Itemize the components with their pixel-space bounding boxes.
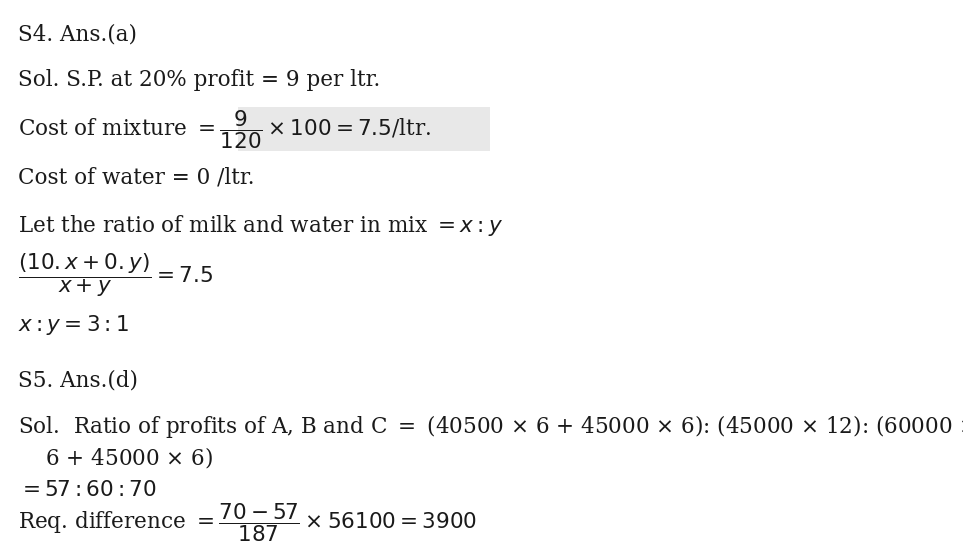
Text: Sol.  Ratio of profits of A, B and C $=$ (40500 $\times$ 6 + 45000 $\times$ 6): : Sol. Ratio of profits of A, B and C $=$ … xyxy=(18,413,963,441)
Text: $\dfrac{(10.x+0.y)}{x+y} = 7.5$: $\dfrac{(10.x+0.y)}{x+y} = 7.5$ xyxy=(18,251,213,299)
Text: Cost of mixture $=\dfrac{9}{120}\times 100 = 7.5$/ltr.: Cost of mixture $=\dfrac{9}{120}\times 1… xyxy=(18,109,431,152)
Text: S4. Ans.(a): S4. Ans.(a) xyxy=(18,24,137,46)
Text: $= 57 : 60 : 70$: $= 57 : 60 : 70$ xyxy=(18,479,157,501)
Text: Req. difference $=\dfrac{70-57}{187}\times 56100 = 3900$: Req. difference $=\dfrac{70-57}{187}\tim… xyxy=(18,502,477,544)
Text: Cost of water = 0 /ltr.: Cost of water = 0 /ltr. xyxy=(18,166,254,188)
FancyBboxPatch shape xyxy=(238,107,490,151)
Text: 6 + 45000 $\times$ 6): 6 + 45000 $\times$ 6) xyxy=(18,445,213,470)
Text: Sol. S.P. at 20% profit = 9 per ltr.: Sol. S.P. at 20% profit = 9 per ltr. xyxy=(18,69,380,91)
Text: S5. Ans.(d): S5. Ans.(d) xyxy=(18,369,138,391)
Text: $x : y = 3 : 1$: $x : y = 3 : 1$ xyxy=(18,313,129,337)
Text: Let the ratio of milk and water in mix $= x : y$: Let the ratio of milk and water in mix $… xyxy=(18,213,503,238)
